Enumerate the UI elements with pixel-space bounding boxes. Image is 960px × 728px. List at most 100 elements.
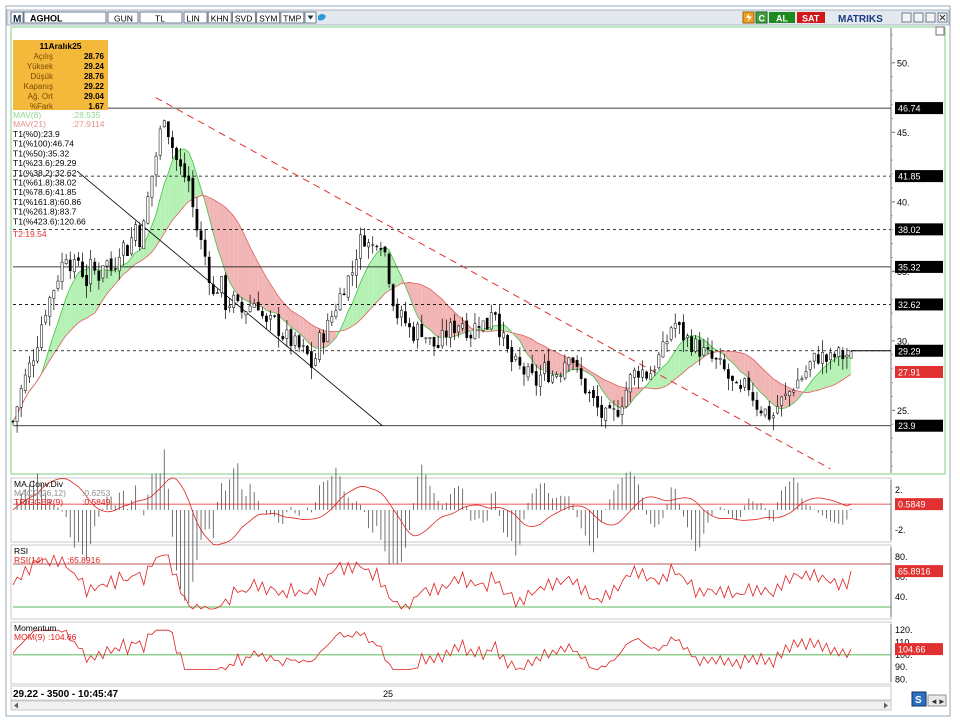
- mav-ribbon-segment: [250, 247, 255, 306]
- candle-body: [330, 316, 334, 323]
- sell-button[interactable]: [797, 12, 825, 23]
- candle-body: [191, 177, 195, 208]
- status-text: 29.22 - 3500 - 10:45:47: [13, 689, 119, 700]
- mav-ribbon-segment: [818, 368, 823, 391]
- twitter-bird-icon[interactable]: [318, 14, 326, 21]
- candle-body: [649, 373, 653, 380]
- descending-trendline[interactable]: [155, 97, 831, 470]
- mav-ribbon-segment: [556, 352, 561, 376]
- scroll-right-icon[interactable]: [884, 702, 888, 709]
- mav-ribbon-segment: [307, 321, 312, 346]
- menu-m-label: M: [13, 14, 21, 25]
- toolbar-button-svd[interactable]: [231, 11, 256, 24]
- window-frame: [5, 5, 951, 717]
- candle-body: [122, 242, 125, 256]
- symbol-field[interactable]: [23, 11, 107, 24]
- mav-ribbon-segment: [728, 351, 733, 363]
- mav-ribbon-segment: [62, 297, 67, 342]
- candle-body: [117, 256, 121, 272]
- candle-body: [105, 260, 109, 267]
- candle-body: [420, 323, 424, 337]
- mav-ribbon-segment: [241, 229, 247, 301]
- mav-ribbon-segment: [278, 296, 283, 320]
- toolbar-button-tmp[interactable]: [280, 11, 305, 24]
- fib-label: T1(%161.8):60.86: [13, 197, 81, 207]
- candle-body: [808, 361, 812, 370]
- toolbar-button-khn[interactable]: [207, 11, 232, 24]
- mav-ribbon-segment: [846, 354, 851, 377]
- candle-body: [457, 325, 460, 333]
- mav-ribbon-segment: [254, 255, 259, 306]
- toolbar-button-sym[interactable]: [256, 11, 281, 24]
- info-row-value: 29.04: [84, 92, 105, 101]
- candle-body: [731, 375, 734, 381]
- momentum-axis-label: 110.: [895, 638, 912, 648]
- level-tag: [895, 419, 943, 432]
- mav-ribbon-segment: [409, 282, 414, 308]
- candle-body: [710, 350, 714, 359]
- fib-label: T1(%78.6):41.85: [13, 187, 77, 197]
- candle-body: [44, 315, 48, 323]
- candle-body: [252, 303, 256, 308]
- candle-body: [314, 358, 317, 366]
- refresh-icon[interactable]: [755, 11, 768, 24]
- mav-ribbon-segment: [143, 235, 148, 259]
- level-tag-text: 29.29: [898, 346, 921, 356]
- macd-label: MACD(26,12): [14, 488, 66, 498]
- toolbar-button-label: SYM: [259, 14, 277, 24]
- macd-tag: [895, 498, 943, 511]
- candle-body: [522, 366, 526, 375]
- candle-body: [849, 351, 853, 359]
- candle-body: [318, 332, 321, 360]
- candle-body: [624, 389, 628, 407]
- candle-body: [543, 362, 546, 374]
- candle-body: [759, 410, 763, 414]
- level-tag: [895, 102, 943, 115]
- level-tag: [895, 298, 943, 311]
- menu-m-box[interactable]: [10, 11, 24, 24]
- mav-ribbon-segment: [368, 258, 373, 311]
- buy-button[interactable]: [769, 12, 795, 23]
- minimize-button[interactable]: [901, 12, 912, 23]
- mav-ribbon-segment: [503, 324, 508, 332]
- scroll-left-icon[interactable]: [14, 702, 18, 709]
- level-tag: [895, 223, 943, 236]
- mav-ribbon-segment: [364, 265, 369, 316]
- candle-body: [735, 382, 738, 384]
- candle-body: [36, 347, 39, 362]
- level-tag-text: 41.85: [898, 172, 921, 182]
- candle-body: [273, 315, 276, 317]
- currency-button[interactable]: [139, 11, 183, 24]
- candle-body: [771, 415, 775, 419]
- mav-ribbon-segment: [810, 377, 815, 393]
- trigger-label: TRIGGER(9): [14, 497, 63, 507]
- maximize-button[interactable]: [925, 12, 936, 23]
- sync-button[interactable]: [911, 691, 927, 707]
- mav-ribbon-segment: [111, 270, 116, 289]
- candle-body: [632, 369, 636, 378]
- nav-arrows[interactable]: [927, 694, 947, 707]
- candle-body: [285, 329, 289, 339]
- candle-body: [714, 357, 718, 360]
- mav-ribbon-segment: [434, 292, 439, 338]
- mav-ribbon-segment: [683, 336, 688, 373]
- horizontal-scrollbar[interactable]: [10, 700, 892, 711]
- period-button[interactable]: [107, 11, 139, 24]
- candle-body: [269, 314, 272, 320]
- mav-ribbon-segment: [49, 334, 54, 361]
- candle-body: [126, 245, 129, 257]
- mav-ribbon-segment: [662, 363, 668, 388]
- macd-title: MA.Conv.Div: [14, 479, 64, 489]
- candle-body: [179, 159, 182, 167]
- mav-ribbon-segment: [229, 211, 234, 290]
- candle-body: [101, 265, 105, 279]
- toolbar-button-lin[interactable]: [183, 11, 208, 24]
- restore-button[interactable]: [913, 12, 924, 23]
- level-tag: [895, 170, 943, 183]
- candle-body: [747, 377, 751, 391]
- candle-body: [391, 284, 395, 307]
- panel-scroll-box[interactable]: [935, 26, 945, 36]
- candle-body: [829, 352, 832, 361]
